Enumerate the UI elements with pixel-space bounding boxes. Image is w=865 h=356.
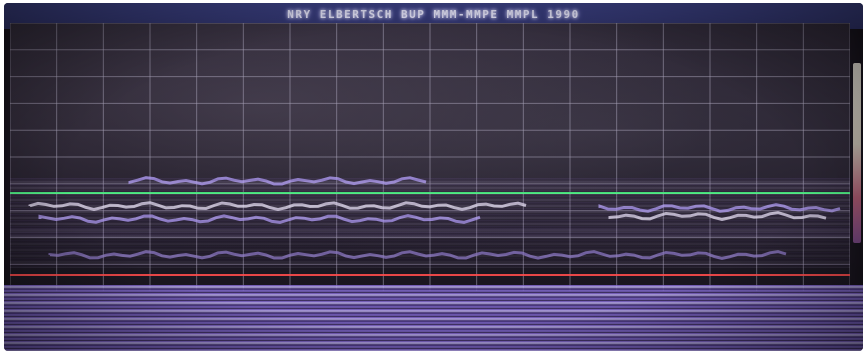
noise-trace (38, 214, 481, 224)
noise-band-mid (10, 228, 850, 268)
grid-panel (10, 23, 850, 291)
edge-strip (853, 63, 861, 243)
noise-band-bottom (4, 285, 863, 351)
crt-screen: NRY ELBERTSCH BUP MMM-MMPE MMPL 1990 (4, 3, 863, 351)
noise-trace (598, 203, 841, 213)
noise-trace (128, 176, 427, 186)
noise-band-upper (10, 178, 850, 238)
signal-traces (10, 176, 850, 276)
noise-trace (28, 201, 527, 212)
measurement-grid (10, 23, 850, 291)
noise-trace (48, 250, 787, 260)
noise-trace (608, 211, 827, 221)
grid-lines (10, 23, 850, 291)
screen-title: NRY ELBERTSCH BUP MMM-MMPE MMPL 1990 (287, 8, 580, 21)
